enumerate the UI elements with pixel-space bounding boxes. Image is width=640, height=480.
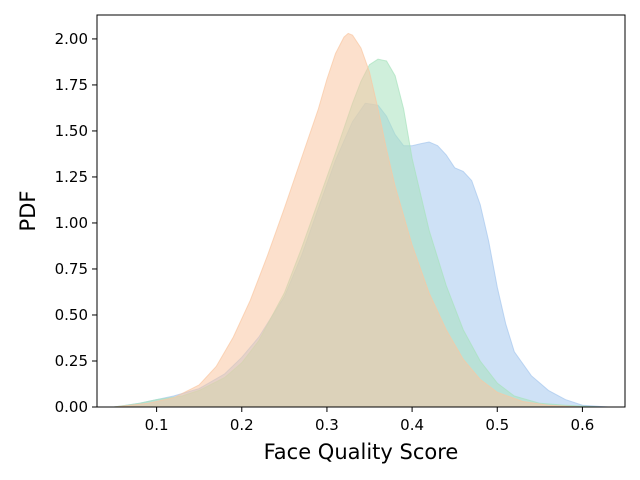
y-tick-label: 1.25	[55, 168, 88, 186]
y-tick-label: 1.00	[55, 214, 88, 232]
x-tick-label: 0.6	[570, 416, 594, 434]
x-axis-label: Face Quality Score	[264, 440, 459, 464]
y-tick-label: 0.00	[55, 398, 88, 416]
y-tick-label: 1.50	[55, 122, 88, 140]
x-tick-label: 0.3	[315, 416, 339, 434]
plot-frame	[96, 14, 626, 408]
x-tick-label: 0.5	[485, 416, 509, 434]
x-tick-label: 0.1	[145, 416, 169, 434]
y-axis-label: PDF	[16, 191, 40, 232]
density-area-3	[113, 32, 583, 408]
y-tick-label: 0.50	[55, 306, 88, 324]
density-areas	[113, 32, 609, 408]
y-tick-label: 1.75	[55, 76, 88, 94]
x-axis: 0.1 0.2 0.3 0.4 0.5 0.6	[145, 407, 594, 434]
x-tick-label: 0.4	[400, 416, 424, 434]
y-tick-label: 0.75	[55, 260, 88, 278]
y-axis: 0.00 0.25 0.50 0.75 1.00 1.25 1.50 1.75 2.00	[55, 30, 97, 416]
x-tick-label: 0.2	[230, 416, 254, 434]
y-tick-label: 2.00	[55, 30, 88, 48]
y-tick-label: 0.25	[55, 352, 88, 370]
